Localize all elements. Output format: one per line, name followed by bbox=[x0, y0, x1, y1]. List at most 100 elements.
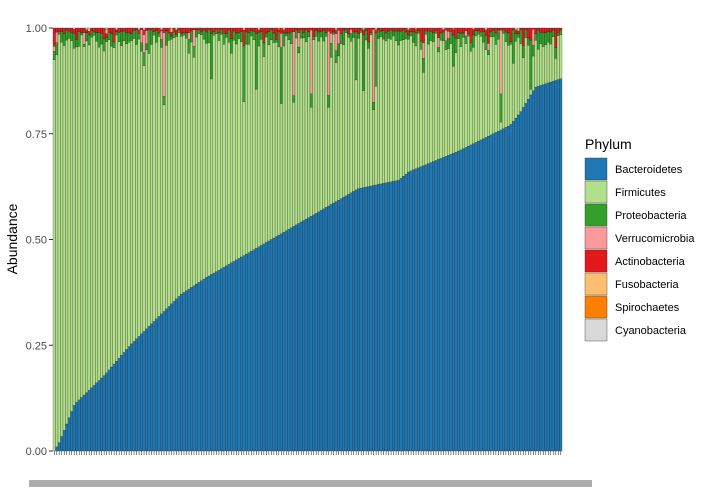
bar-segment-actinobacteria bbox=[232, 27, 236, 31]
bar-segment-bacteroidetes bbox=[546, 82, 550, 452]
bar-segment-firmicutes bbox=[170, 39, 173, 304]
bar-segment-actinobacteria bbox=[130, 27, 133, 34]
bar-segment-actinobacteria bbox=[364, 27, 368, 31]
bar-segment-firmicutes bbox=[65, 39, 69, 425]
bar-segment-firmicutes bbox=[402, 39, 405, 177]
bar-segment-actinobacteria bbox=[511, 27, 515, 30]
bar-segment-actinobacteria bbox=[489, 27, 493, 32]
bar-segment-actinobacteria bbox=[269, 27, 273, 30]
bar-segment-firmicutes bbox=[247, 44, 251, 253]
bar-segment-bacteroidetes bbox=[247, 252, 251, 452]
bar-segment-proteobacteria bbox=[187, 39, 191, 54]
bar-segment-firmicutes bbox=[304, 41, 308, 220]
bar-segment-proteobacteria bbox=[469, 42, 473, 52]
bar-segment-proteobacteria bbox=[185, 32, 188, 39]
bar-segment-firmicutes bbox=[110, 45, 114, 368]
bar-segment-firmicutes bbox=[294, 37, 298, 226]
bar-segment-actinobacteria bbox=[95, 27, 99, 33]
bar-segment-firmicutes bbox=[531, 55, 535, 91]
bar-segment-actinobacteria bbox=[492, 27, 495, 30]
bar-segment-proteobacteria bbox=[464, 35, 468, 44]
bar-segment-verrucomicrobia bbox=[329, 33, 333, 44]
bar-segment-proteobacteria bbox=[546, 31, 550, 43]
bar-segment-proteobacteria bbox=[299, 29, 303, 39]
bar-segment-bacteroidetes bbox=[412, 169, 415, 452]
bar-segment-bacteroidetes bbox=[352, 191, 356, 452]
bar-segment-bacteroidetes bbox=[457, 150, 460, 452]
bar-segment-proteobacteria bbox=[110, 33, 114, 47]
bar-segment-actinobacteria bbox=[307, 27, 311, 32]
bar-segment-actinobacteria bbox=[521, 27, 525, 47]
bar-segment-firmicutes bbox=[125, 43, 128, 350]
bar-segment-proteobacteria bbox=[172, 32, 176, 38]
bar-segment-firmicutes bbox=[240, 41, 243, 258]
bar-segment-firmicutes bbox=[55, 54, 59, 447]
bar-segment-firmicutes bbox=[249, 35, 253, 252]
bar-segment-actinobacteria bbox=[72, 29, 76, 34]
bar-segment-proteobacteria bbox=[232, 30, 236, 41]
bar-segment-firmicutes bbox=[526, 45, 530, 100]
bar-segment-bacteroidetes bbox=[112, 363, 116, 452]
bar-segment-bacteroidetes bbox=[511, 121, 515, 452]
bar-segment-firmicutes bbox=[434, 33, 438, 161]
bar-segment-proteobacteria bbox=[514, 33, 518, 42]
bar-segment-actinobacteria bbox=[422, 27, 425, 43]
bar-segment-firmicutes bbox=[165, 45, 168, 309]
bar-segment-proteobacteria bbox=[374, 32, 378, 87]
bar-segment-proteobacteria bbox=[559, 30, 563, 35]
bar-segment-actinobacteria bbox=[482, 27, 485, 32]
bar-segment-firmicutes bbox=[347, 37, 351, 195]
bar-segment-actinobacteria bbox=[467, 27, 470, 34]
bar-segment-firmicutes bbox=[225, 37, 228, 266]
bar-segment-proteobacteria bbox=[359, 29, 363, 33]
bar-segment-proteobacteria bbox=[382, 30, 385, 40]
bar-segment-proteobacteria bbox=[257, 32, 261, 47]
bar-segment-bacteroidetes bbox=[317, 211, 321, 452]
bar-segment-firmicutes bbox=[379, 36, 383, 185]
bar-segment-cyanobacteria bbox=[257, 27, 261, 30]
bar-segment-firmicutes bbox=[274, 41, 278, 237]
bar-segment-bacteroidetes bbox=[157, 316, 161, 452]
bar-segment-actinobacteria bbox=[167, 27, 171, 33]
bar-segment-actinobacteria bbox=[497, 27, 500, 30]
bar-segment-proteobacteria bbox=[407, 35, 410, 40]
bar-segment-bacteroidetes bbox=[479, 139, 483, 452]
bar-segment-bacteroidetes bbox=[472, 143, 475, 452]
bar-segment-actinobacteria bbox=[534, 27, 538, 34]
bar-segment-actinobacteria bbox=[444, 27, 448, 31]
bar-segment-proteobacteria bbox=[427, 31, 430, 45]
bar-segment-bacteroidetes bbox=[257, 246, 261, 452]
bar-segment-actinobacteria bbox=[399, 27, 403, 32]
bar-segment-firmicutes bbox=[180, 36, 183, 295]
bar-segment-firmicutes bbox=[309, 107, 313, 217]
bar-segment-actinobacteria bbox=[404, 27, 408, 32]
bar-segment-actinobacteria bbox=[377, 27, 380, 30]
bar-segment-actinobacteria bbox=[292, 27, 296, 32]
bar-segment-proteobacteria bbox=[479, 32, 483, 37]
bar-segment-actinobacteria bbox=[177, 27, 181, 30]
bar-segment-bacteroidetes bbox=[87, 390, 91, 452]
bar-segment-bacteroidetes bbox=[289, 227, 293, 452]
bar-segment-actinobacteria bbox=[80, 27, 84, 33]
bar-segment-firmicutes bbox=[107, 39, 111, 371]
bar-segment-actinobacteria bbox=[294, 27, 298, 30]
bar-segment-actinobacteria bbox=[477, 27, 480, 31]
legend-label-spirochaetes: Spirochaetes bbox=[615, 302, 680, 314]
bar-segment-bacteroidetes bbox=[319, 210, 323, 452]
bar-segment-proteobacteria bbox=[489, 31, 493, 37]
bar-segment-cyanobacteria bbox=[115, 27, 119, 30]
bar-segment-firmicutes bbox=[394, 40, 398, 181]
bar-segment-firmicutes bbox=[112, 47, 116, 365]
bar-segment-verrucomicrobia bbox=[145, 30, 148, 44]
x-tick-labels-overlapping bbox=[29, 480, 592, 487]
bar-segment-actinobacteria bbox=[90, 27, 94, 31]
bar-segment-bacteroidetes bbox=[424, 164, 428, 452]
bar-segment-bacteroidetes bbox=[487, 136, 490, 452]
bar-segment-firmicutes bbox=[264, 36, 268, 243]
bar-segment-actinobacteria bbox=[342, 27, 346, 30]
bar-segment-cyanobacteria bbox=[137, 27, 141, 30]
bar-segment-actinobacteria bbox=[402, 27, 405, 31]
bar-segment-firmicutes bbox=[132, 38, 136, 342]
bar-segment-firmicutes bbox=[464, 43, 468, 148]
bar-segment-proteobacteria bbox=[175, 34, 178, 37]
